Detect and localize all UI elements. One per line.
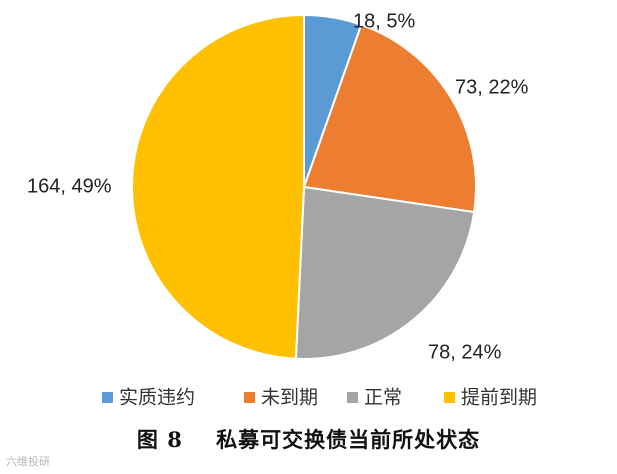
legend-swatch-2 bbox=[244, 392, 255, 403]
legend: 实质违约 未到期 正常 提前到期 bbox=[102, 387, 537, 409]
watermark: 六维投研 bbox=[6, 453, 50, 469]
data-label-1: 18, 5% bbox=[353, 10, 415, 32]
data-label-4: 164, 49% bbox=[27, 175, 112, 197]
legend-swatch-3 bbox=[347, 392, 358, 403]
pie-slice-3 bbox=[294, 185, 476, 360]
watermark-text: 六维投研 bbox=[6, 455, 50, 468]
legend-swatch-4 bbox=[444, 392, 455, 403]
pie-data-labels: 18, 5% 73, 22% 78, 24% 164, 49% bbox=[27, 10, 529, 363]
pie-slice-2 bbox=[302, 23, 477, 214]
figure-number: 图 8 bbox=[136, 427, 183, 452]
legend-label-2: 未到期 bbox=[261, 387, 318, 409]
legend-label-4: 提前到期 bbox=[461, 387, 537, 409]
legend-label-1: 实质违约 bbox=[119, 387, 195, 409]
pie-slices bbox=[130, 13, 477, 360]
figure-title: 私募可交换债当前所处状态 bbox=[216, 427, 481, 452]
data-label-3: 78, 24% bbox=[428, 341, 502, 363]
pie-slice-4 bbox=[130, 13, 305, 360]
data-label-2: 73, 22% bbox=[455, 76, 529, 98]
legend-swatch-1 bbox=[102, 392, 113, 403]
legend-label-3: 正常 bbox=[364, 387, 402, 409]
figure-caption: 图 8 私募可交换债当前所处状态 bbox=[0, 424, 617, 454]
